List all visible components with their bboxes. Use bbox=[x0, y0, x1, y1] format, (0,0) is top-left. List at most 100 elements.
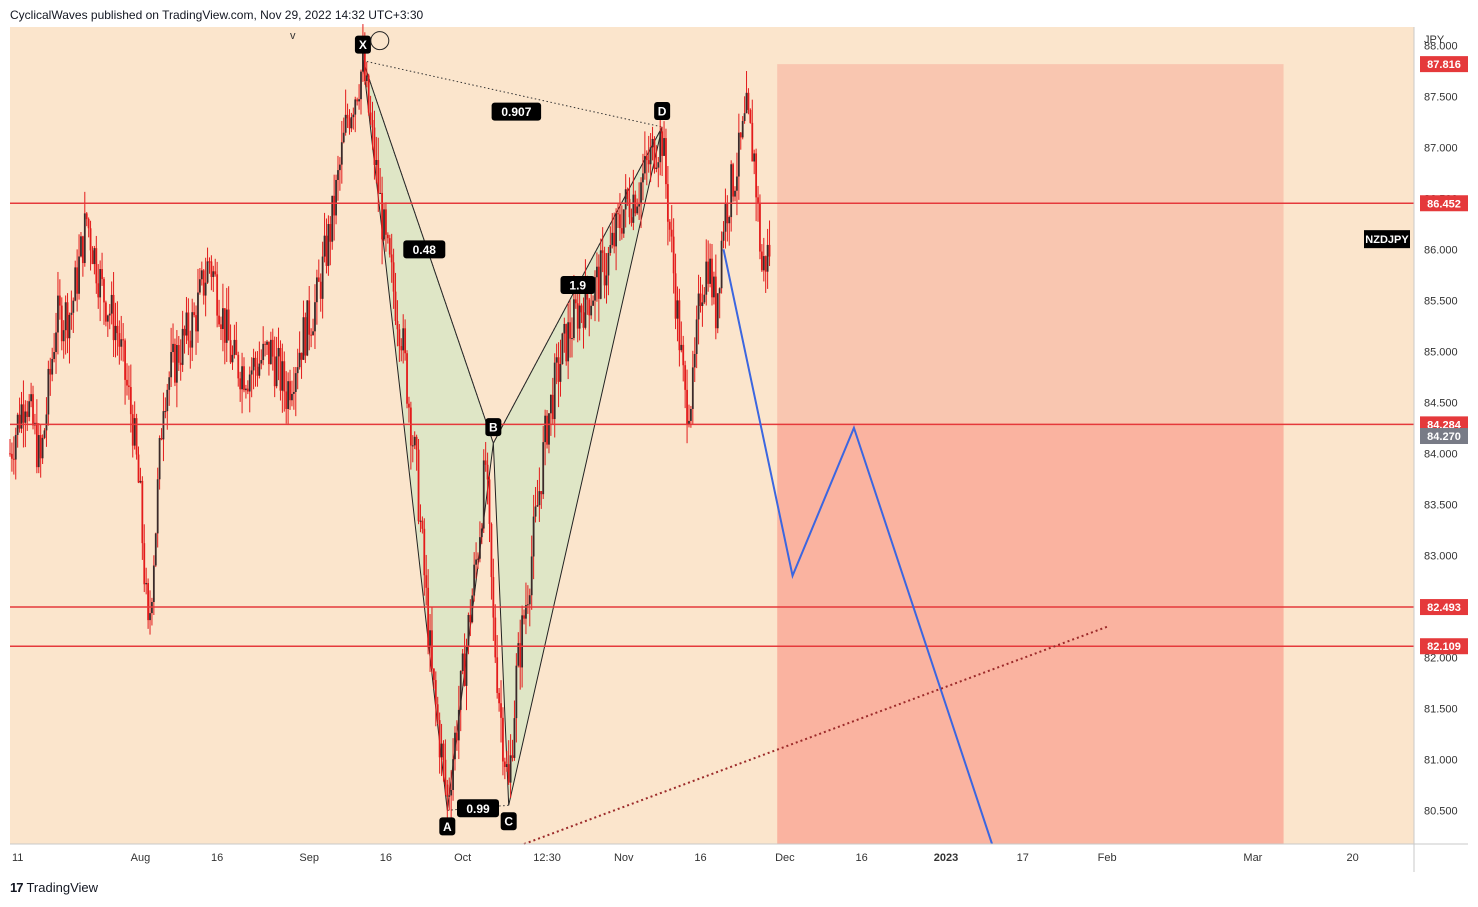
candle-body bbox=[283, 361, 286, 392]
candle-body bbox=[549, 394, 552, 414]
candle-body bbox=[269, 339, 272, 365]
candle-body bbox=[507, 764, 510, 783]
footer: 17 TradingView bbox=[10, 880, 98, 895]
candle-body bbox=[624, 189, 627, 210]
candle-body bbox=[87, 219, 90, 229]
candle-body bbox=[620, 228, 623, 234]
candle-body bbox=[521, 615, 524, 668]
candle-body bbox=[768, 244, 771, 257]
candle-body bbox=[256, 366, 259, 376]
candle-body bbox=[197, 292, 199, 332]
price-tags: 87.81686.45284.28484.27082.49382.109NZDJ… bbox=[1364, 56, 1468, 655]
candle-body bbox=[243, 366, 245, 391]
candle-body bbox=[126, 379, 128, 386]
candle-body bbox=[91, 250, 94, 265]
candle-body bbox=[459, 671, 462, 710]
candle-body bbox=[697, 293, 700, 320]
candle-body bbox=[128, 385, 130, 388]
candle-body bbox=[289, 381, 291, 401]
candle-body bbox=[592, 300, 594, 306]
candle-body bbox=[722, 231, 725, 241]
candle-body bbox=[85, 213, 88, 220]
candle-body bbox=[41, 437, 44, 459]
candle-body bbox=[229, 340, 232, 363]
candle-body bbox=[89, 228, 92, 251]
candle-body bbox=[108, 313, 111, 316]
y-tick-label: 86.000 bbox=[1424, 244, 1458, 256]
candle-body bbox=[275, 356, 278, 387]
candle-body bbox=[574, 299, 577, 304]
candle-body bbox=[291, 393, 293, 401]
candle-body bbox=[503, 761, 506, 768]
candle-body bbox=[321, 256, 324, 299]
candle-body bbox=[327, 224, 330, 266]
candle-body bbox=[534, 506, 537, 517]
candle-body bbox=[187, 312, 190, 341]
candle-body bbox=[298, 352, 301, 368]
projection-path bbox=[722, 249, 993, 845]
candle-body bbox=[365, 75, 368, 81]
candle-body bbox=[356, 99, 359, 102]
candle-body bbox=[726, 204, 729, 224]
candle-body bbox=[609, 244, 612, 253]
candle-body bbox=[730, 164, 733, 218]
candle-body bbox=[703, 294, 706, 303]
candle-body bbox=[456, 732, 458, 741]
candle-body bbox=[373, 127, 376, 165]
candle-body bbox=[266, 341, 268, 345]
candle-body bbox=[306, 300, 309, 356]
ratio-label: 0.99 bbox=[466, 802, 490, 816]
candle-body bbox=[246, 388, 249, 392]
candle-body bbox=[538, 491, 541, 506]
candle-body bbox=[223, 308, 226, 343]
candle-body bbox=[206, 261, 209, 283]
candle-body bbox=[561, 333, 564, 364]
candle-body bbox=[72, 300, 75, 313]
candle-body bbox=[655, 167, 658, 169]
candle-body bbox=[482, 460, 485, 529]
candle-body bbox=[93, 248, 96, 265]
candle-body bbox=[649, 147, 652, 165]
candle-body bbox=[235, 339, 238, 355]
candle-body bbox=[555, 357, 558, 363]
candle-body bbox=[536, 505, 539, 507]
candle-body bbox=[227, 309, 230, 341]
candle-body bbox=[423, 528, 426, 576]
candle-body bbox=[404, 328, 407, 354]
candle-body bbox=[80, 236, 82, 257]
candle-body bbox=[688, 420, 690, 425]
candle-body bbox=[177, 345, 180, 363]
candle-body bbox=[509, 755, 512, 783]
point-label-c-box bbox=[500, 812, 517, 831]
candle-body bbox=[37, 435, 40, 468]
candle-body bbox=[429, 630, 431, 648]
candle-body bbox=[469, 614, 472, 623]
ratio-label: 0.907 bbox=[501, 105, 531, 119]
candle-body bbox=[164, 411, 167, 413]
candle-body bbox=[425, 575, 428, 588]
zones-layer bbox=[777, 64, 1284, 844]
candle-body bbox=[530, 556, 533, 596]
candle-body bbox=[354, 99, 357, 115]
candle-body bbox=[611, 232, 614, 245]
candle-body bbox=[500, 703, 502, 718]
tradingview-logo-icon: 17 bbox=[10, 880, 24, 895]
candle-body bbox=[457, 709, 460, 741]
candle-body bbox=[81, 236, 84, 264]
candle-body bbox=[573, 299, 575, 339]
candle-body bbox=[99, 269, 102, 298]
candle-body bbox=[475, 559, 477, 565]
candle-body bbox=[684, 365, 687, 390]
candle-body bbox=[20, 404, 23, 429]
y-tick-label: 81.000 bbox=[1424, 754, 1458, 766]
x-tick-label: Sep bbox=[299, 852, 319, 864]
candle-body bbox=[434, 680, 437, 705]
candle-body bbox=[310, 334, 313, 336]
candle-body bbox=[70, 312, 73, 315]
candle-body bbox=[360, 71, 362, 100]
candle-body bbox=[191, 312, 194, 348]
candle-body bbox=[546, 415, 548, 445]
candle-body bbox=[258, 363, 261, 376]
candle-body bbox=[314, 302, 316, 332]
